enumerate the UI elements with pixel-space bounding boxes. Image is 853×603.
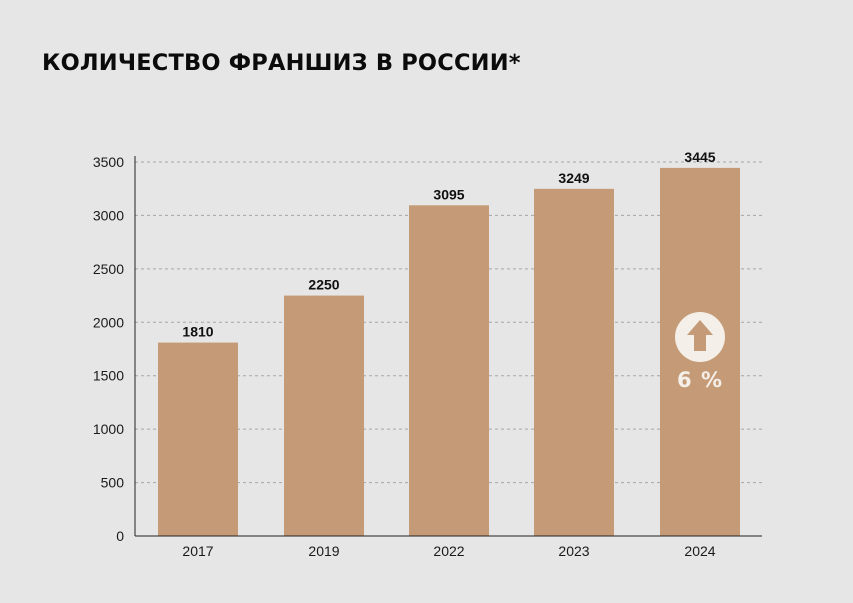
x-tick-label: 2017 (182, 543, 213, 559)
chart-title: КОЛИЧЕСТВО ФРАНШИЗ В РОССИИ* (42, 50, 521, 76)
y-tick-label: 1000 (93, 421, 124, 437)
data-labels: 1810 2250 3095 3249 3445 (182, 149, 715, 340)
y-tick-label: 0 (116, 528, 124, 544)
data-label-2017: 1810 (182, 324, 213, 340)
data-label-2022: 3095 (433, 186, 464, 202)
data-label-2023: 3249 (558, 170, 589, 186)
growth-percent-label: 6 % (677, 368, 723, 392)
x-tick-label: 2024 (684, 543, 715, 559)
x-tick-label: 2019 (308, 543, 339, 559)
arrow-up-circle-icon (675, 312, 725, 362)
bar-2019 (284, 295, 364, 536)
bar-2022 (409, 205, 489, 536)
y-tick-label: 2500 (93, 261, 124, 277)
data-label-2019: 2250 (308, 277, 339, 293)
growth-annotation: 6 % (675, 312, 725, 392)
axes: 0 500 1000 1500 2000 2500 3000 3500 2017 2019 2022… (93, 154, 762, 559)
data-label-2024: 3445 (684, 149, 715, 165)
y-tick-label: 3500 (93, 154, 124, 170)
bar-2023 (534, 188, 614, 536)
x-tick-label: 2023 (558, 543, 589, 559)
bars (158, 167, 740, 536)
bar-2017 (158, 342, 238, 536)
y-tick-label: 1500 (93, 368, 124, 384)
y-tick-label: 500 (101, 475, 125, 491)
x-tick-label: 2022 (433, 543, 464, 559)
y-tick-label: 3000 (93, 207, 124, 223)
y-tick-label: 2000 (93, 314, 124, 330)
